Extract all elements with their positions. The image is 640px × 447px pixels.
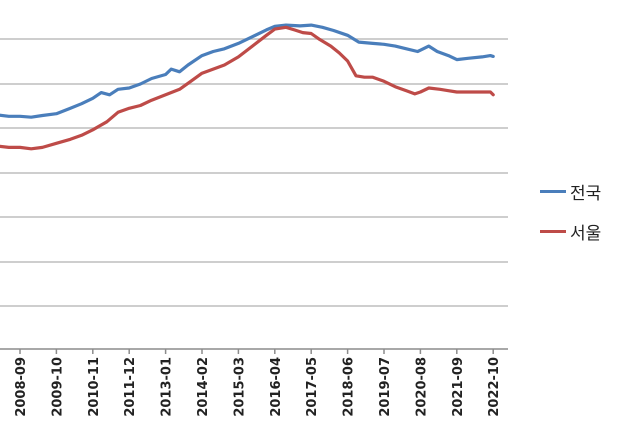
x-tick-label: 2020-08 — [414, 357, 429, 417]
x-axis: 2008-09 2009-10 2010-11 2011-12 2013-01 2014-… — [0, 348, 508, 417]
x-tick-label: 2022-10 — [487, 357, 502, 417]
x-tick-label: 2016-04 — [269, 357, 284, 417]
x-tick-label: 2017-05 — [305, 357, 320, 417]
x-tick-label: 2015-03 — [232, 357, 247, 417]
legend-swatch-series-2 — [540, 229, 566, 233]
x-tick-label: 2021-09 — [451, 357, 466, 417]
series-line-2 — [0, 25, 495, 151]
series-line-1 — [0, 23, 495, 119]
x-tick-label: 2019-07 — [378, 357, 393, 417]
legend-label-series-1: 전국 — [570, 183, 602, 204]
legend-item-series-1: 전국 — [540, 180, 640, 204]
x-tick-label: 2011-12 — [123, 357, 138, 417]
x-tick-label: 2013-01 — [160, 357, 175, 417]
legend-item-series-2: 서울 — [540, 220, 640, 244]
legend: 전국 서울 — [540, 180, 640, 260]
legend-swatch-series-1 — [540, 189, 566, 193]
series-lines — [0, 23, 495, 151]
legend-label-series-2: 서울 — [570, 223, 602, 244]
gridlines — [0, 38, 508, 307]
x-tick-label: 2014-02 — [196, 357, 211, 417]
x-tick-label: 2009-10 — [50, 357, 65, 417]
x-tick-label: 2008-09 — [14, 357, 29, 417]
x-tick-label: 2018-06 — [342, 357, 357, 417]
x-tick-label: 2010-11 — [87, 357, 102, 417]
